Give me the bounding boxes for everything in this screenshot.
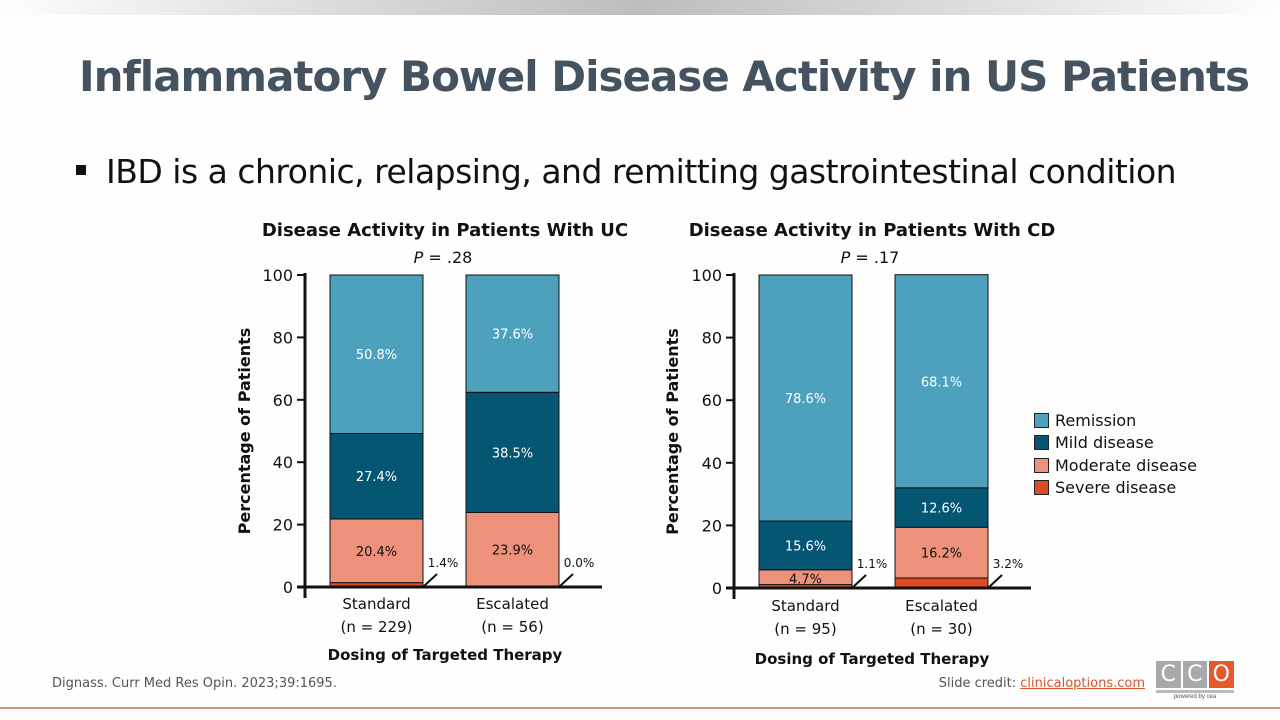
x-category-label: Escalated: [476, 595, 549, 613]
y-axis-label: Percentage of Patients: [663, 328, 682, 535]
x-category-n: (n = 56): [481, 618, 543, 636]
bullet-text: IBD is a chronic, relapsing, and remitti…: [106, 152, 1177, 191]
footer-divider: [0, 707, 1280, 709]
callout-line: [558, 573, 574, 588]
data-label: 20.4%: [356, 545, 397, 560]
x-category-label: Escalated: [905, 597, 978, 615]
bar-segment-moderate-disease: [329, 518, 424, 584]
y-tick-label: 20: [273, 516, 293, 535]
chart-title: Disease Activity in Patients With UC: [262, 220, 628, 241]
slide-title: Inflammatory Bowel Disease Activity in U…: [79, 52, 1250, 101]
bar-segment-mild-disease: [465, 391, 560, 513]
bar-segment-remission: [465, 274, 560, 393]
legend-swatch: [1034, 435, 1049, 451]
data-label: 1.4%: [428, 556, 459, 570]
bar-segment-moderate-disease: [894, 526, 989, 579]
slide-credit: Slide credit: clinicaloptions.com: [939, 676, 1145, 691]
p-value-label: P = .28: [414, 248, 473, 267]
bar-segment-moderate-disease: [465, 511, 560, 588]
citation-reference: Dignass. Curr Med Res Opin. 2023;39:1695…: [52, 676, 337, 691]
legend-item: Severe disease: [1034, 477, 1197, 500]
logo-letter: O: [1209, 661, 1234, 688]
bar-segment-mild-disease: [329, 432, 424, 520]
logo-letter: C: [1182, 661, 1207, 688]
x-category-label: Standard: [771, 597, 839, 615]
y-tick-label: 80: [702, 329, 722, 348]
legend-label: Severe disease: [1055, 478, 1177, 498]
y-tick-label: 0: [712, 579, 722, 598]
legend-label: Moderate disease: [1055, 455, 1197, 475]
legend-label: Mild disease: [1055, 433, 1154, 453]
y-tick-label: 20: [702, 516, 722, 535]
legend-label: Remission: [1055, 410, 1137, 430]
callout-line: [987, 574, 1003, 589]
callout-line: [851, 574, 867, 589]
bar-segment-remission: [894, 274, 989, 489]
bar-segment-severe-disease: [894, 577, 989, 589]
data-label: 15.6%: [785, 539, 826, 554]
legend-swatch: [1034, 412, 1049, 428]
y-tick-label: 0: [283, 578, 293, 597]
clinicaloptions-link[interactable]: clinicaloptions.com: [1020, 676, 1145, 691]
data-label: 3.2%: [993, 557, 1024, 571]
y-tick-label: 100: [691, 266, 722, 285]
legend-swatch: [1034, 480, 1049, 496]
legend-item: Mild disease: [1034, 432, 1197, 455]
callout-line: [422, 573, 438, 588]
p-value-label: P = .17: [841, 248, 900, 267]
slide-credit-label: Slide credit:: [938, 676, 1021, 691]
x-category-label: Standard: [342, 595, 410, 613]
data-label: 38.5%: [492, 446, 533, 461]
x-axis-label: Dosing of Targeted Therapy: [328, 646, 563, 664]
y-tick-label: 100: [262, 266, 293, 285]
data-label: 12.6%: [921, 502, 962, 517]
bullet-square-icon: [76, 164, 86, 175]
data-label: 78.6%: [785, 392, 826, 407]
bar-segment-remission: [758, 274, 853, 522]
legend-swatch: [1034, 457, 1049, 473]
top-gradient-bar: [0, 0, 1280, 15]
chart-title: Disease Activity in Patients With CD: [689, 220, 1056, 241]
bar-segment-mild-disease: [758, 520, 853, 571]
cco-logo: C C O powered by cea: [1156, 661, 1234, 700]
x-category-n: (n = 30): [910, 620, 972, 638]
x-category-n: (n = 229): [341, 618, 413, 636]
data-label: 50.8%: [356, 348, 397, 363]
data-label: 37.6%: [492, 328, 533, 343]
logo-underline: [1156, 690, 1234, 693]
data-label: 27.4%: [356, 470, 397, 485]
data-label: 1.1%: [857, 557, 888, 571]
chart-legend: Remission Mild disease Moderate disease Sev…: [1034, 409, 1197, 499]
logo-letter: C: [1156, 661, 1181, 688]
legend-item: Remission: [1034, 409, 1197, 432]
x-axis-label: Dosing of Targeted Therapy: [755, 650, 990, 668]
y-tick-label: 80: [273, 328, 293, 347]
bar-segment-remission: [329, 274, 424, 434]
data-label: 4.7%: [789, 573, 822, 588]
y-tick-label: 60: [273, 391, 293, 410]
x-category-n: (n = 95): [774, 620, 836, 638]
legend-item: Moderate disease: [1034, 454, 1197, 477]
y-axis-label: Percentage of Patients: [235, 328, 254, 535]
logo-tagline: powered by cea: [1173, 694, 1217, 700]
y-tick-label: 40: [702, 454, 722, 473]
data-label: 0.0%: [564, 556, 595, 570]
data-label: 68.1%: [921, 375, 962, 390]
data-label: 16.2%: [921, 547, 962, 562]
data-label: 23.9%: [492, 544, 533, 559]
bullet-point: IBD is a chronic, relapsing, and remitti…: [76, 152, 1177, 191]
y-tick-label: 60: [702, 391, 722, 410]
y-tick-label: 40: [273, 453, 293, 472]
